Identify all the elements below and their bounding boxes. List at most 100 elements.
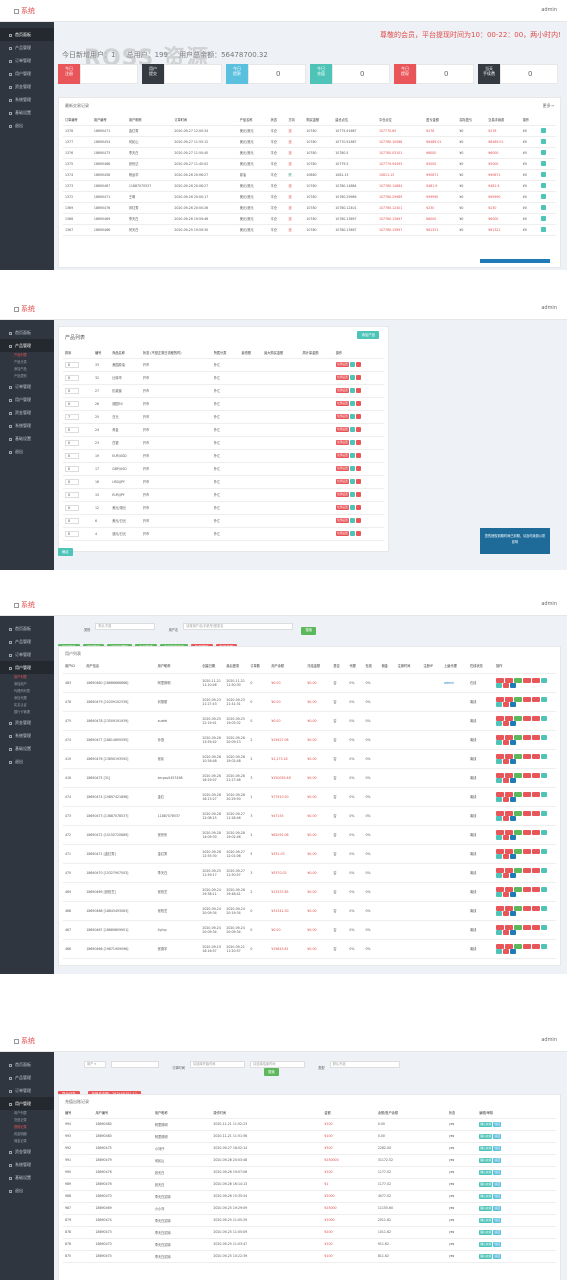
settings-button[interactable]: 全部设置 — [335, 375, 349, 380]
sort-input[interactable]: 0 — [65, 530, 79, 537]
delete-icon[interactable] — [355, 466, 361, 471]
row-action-button[interactable] — [496, 834, 502, 840]
menu-icon[interactable] — [14, 306, 19, 312]
sidebar-item-0[interactable]: 首页面板 — [0, 622, 54, 635]
row-action-button[interactable] — [496, 739, 502, 745]
edit-icon[interactable] — [349, 505, 355, 510]
sidebar-item-0[interactable]: 首页面板 — [0, 326, 54, 339]
settings-button[interactable]: 全部设置 — [335, 414, 349, 419]
row-action-button[interactable] — [503, 929, 509, 935]
row-action-button[interactable] — [505, 696, 513, 702]
reject-button[interactable]: 驳回 — [493, 1205, 502, 1211]
row-action-button[interactable] — [503, 758, 509, 764]
sidebar-item-2[interactable]: 订单管理 — [0, 648, 54, 661]
row-action-button[interactable] — [496, 867, 504, 873]
sidebar-item-1[interactable]: 产品管理 — [0, 635, 54, 648]
row-action-button[interactable] — [503, 682, 509, 688]
row-action-button[interactable] — [541, 886, 547, 892]
row-action-button[interactable] — [541, 829, 547, 835]
delete-icon[interactable] — [355, 518, 361, 523]
delete-icon[interactable] — [355, 479, 361, 484]
row-action-button[interactable] — [503, 872, 509, 878]
row-action-button[interactable] — [541, 810, 547, 816]
submit-button[interactable]: 确定 — [58, 548, 73, 556]
row-action-button[interactable] — [496, 734, 504, 740]
row-action-button[interactable] — [496, 753, 504, 759]
sidebar-subitem[interactable]: 银行卡管理 — [14, 710, 30, 714]
row-action-button[interactable] — [532, 848, 540, 854]
sidebar-item-1[interactable]: 产品管理 — [0, 339, 54, 352]
row-action-button[interactable] — [510, 682, 516, 688]
sidebar-item-5[interactable]: 系统管理 — [0, 1158, 54, 1171]
row-action-button[interactable] — [510, 739, 516, 745]
row-action-button[interactable] — [496, 872, 502, 878]
row-action-button[interactable] — [532, 791, 540, 797]
reject-button[interactable]: 驳回 — [493, 1241, 502, 1247]
row-action-button[interactable] — [503, 720, 509, 726]
row-action-button[interactable] — [523, 734, 531, 740]
sort-input[interactable]: 0 — [65, 426, 79, 433]
confirm-button[interactable]: 确认充值 — [479, 1253, 493, 1259]
sort-input[interactable]: 0 — [65, 439, 79, 446]
row-action-button[interactable] — [503, 834, 509, 840]
sidebar-item-7[interactable]: 退出 — [0, 119, 54, 132]
row-action-button[interactable] — [505, 886, 513, 892]
row-action-button[interactable] — [523, 791, 531, 797]
row-action-button[interactable] — [503, 777, 509, 783]
expiry-popup[interactable]: 您的授权到期时间已到期，请及时续费以防影响 — [480, 528, 550, 554]
row-action-button[interactable] — [505, 810, 513, 816]
row-action-button[interactable] — [503, 739, 509, 745]
row-action-button[interactable] — [503, 853, 509, 859]
row-action-button[interactable] — [496, 772, 504, 778]
row-action-button[interactable] — [503, 910, 509, 916]
sort-input[interactable]: 0 — [65, 374, 79, 381]
row-action-button[interactable] — [514, 829, 522, 835]
edit-icon[interactable] — [349, 479, 355, 484]
edit-icon[interactable] — [349, 466, 355, 471]
row-action-button[interactable] — [505, 829, 513, 835]
row-action-button[interactable] — [541, 924, 547, 930]
row-action-button[interactable] — [532, 943, 540, 949]
row-action-button[interactable] — [514, 696, 522, 702]
row-action-button[interactable] — [514, 791, 522, 797]
row-action-button[interactable] — [541, 715, 547, 721]
sidebar-subitem[interactable]: 用户列表 — [14, 1111, 27, 1115]
row-action-button[interactable] — [532, 924, 540, 930]
sidebar-item-1[interactable]: 产品管理 — [0, 41, 54, 54]
row-action-button[interactable] — [523, 753, 531, 759]
row-action-button[interactable] — [505, 924, 513, 930]
confirm-button[interactable]: 确认充值 — [479, 1181, 493, 1187]
edit-icon[interactable] — [349, 492, 355, 497]
row-action-button[interactable] — [523, 886, 531, 892]
sidebar-item-6[interactable]: 基础设置 — [0, 742, 54, 755]
delete-icon[interactable] — [355, 414, 361, 419]
sort-input[interactable]: 7 — [65, 413, 79, 420]
sidebar-subitem[interactable]: 添加产品 — [14, 367, 27, 371]
row-action-button[interactable] — [496, 791, 504, 797]
user-menu[interactable]: admin — [541, 601, 557, 607]
row-action-button[interactable] — [541, 848, 547, 854]
sidebar-subitem[interactable]: 充值记录 — [14, 1118, 27, 1122]
row-action-button[interactable] — [532, 696, 540, 702]
row-action-button[interactable] — [496, 777, 502, 783]
search-input[interactable]: 请按用户名/手机号/登录名 — [183, 623, 294, 630]
sidebar-subitem[interactable]: 实名认证 — [14, 703, 27, 707]
settings-button[interactable]: 全部设置 — [335, 401, 349, 406]
reject-button[interactable]: 驳回 — [493, 1253, 502, 1259]
row-action-button[interactable] — [532, 677, 540, 683]
user-type-select[interactable]: 用户 ▾ — [84, 1061, 106, 1068]
row-action-button[interactable] — [514, 924, 522, 930]
row-action-button[interactable] — [523, 905, 531, 911]
menu-icon[interactable] — [14, 602, 19, 608]
row-action-button[interactable] — [514, 753, 522, 759]
row-action-button[interactable] — [514, 810, 522, 816]
sidebar-subitem[interactable]: 产品分类 — [14, 360, 27, 364]
row-action-button[interactable] — [510, 891, 516, 897]
view-icon[interactable] — [540, 194, 546, 199]
row-action-button[interactable] — [523, 696, 531, 702]
settings-button[interactable]: 全部设置 — [335, 479, 349, 484]
row-action-button[interactable] — [510, 948, 516, 954]
row-action-button[interactable] — [523, 924, 531, 930]
row-action-button[interactable] — [514, 677, 522, 683]
settings-button[interactable]: 全部设置 — [335, 362, 349, 367]
